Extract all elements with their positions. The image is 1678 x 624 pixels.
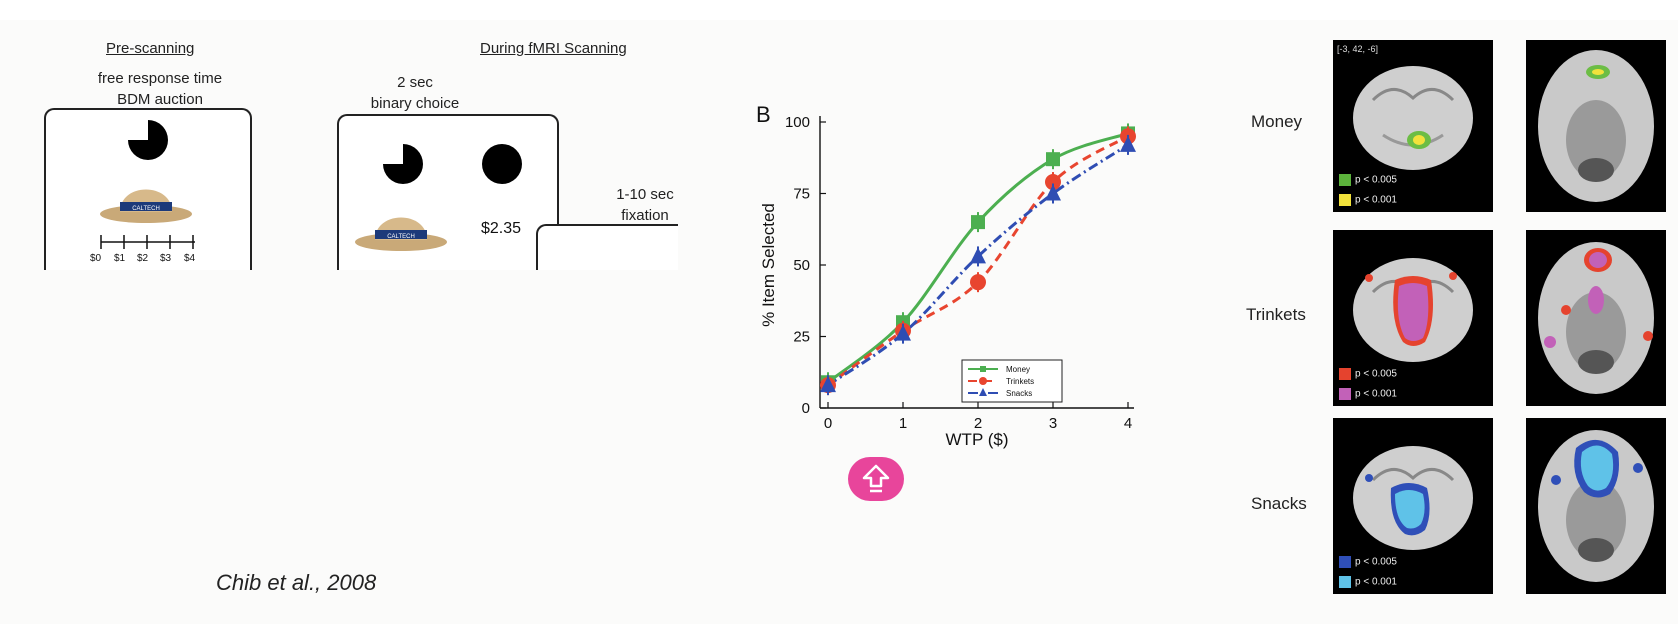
fmri-line-2: binary choice xyxy=(370,95,460,112)
data-point-trinkets xyxy=(979,377,987,385)
timer-icon xyxy=(128,120,168,160)
data-point-money xyxy=(980,366,986,372)
up-arrow-icon xyxy=(862,464,890,493)
brain-image xyxy=(1353,258,1473,362)
hat-icon: CALTECH xyxy=(100,189,192,223)
x-tick-label: 3 xyxy=(1049,415,1057,432)
fmri-header: During fMRI Scanning xyxy=(480,40,627,57)
scale-label: $0 xyxy=(90,253,102,264)
y-tick-label: 25 xyxy=(793,329,810,346)
legend-label: Money xyxy=(1006,365,1030,374)
data-point-snacks xyxy=(1120,135,1136,152)
coronal-slice-money: [-3, 42, -6] p < 0.005 p < 0.001 xyxy=(1333,40,1493,212)
axial-slice-trinkets xyxy=(1526,230,1666,406)
hat-band-text: CALTECH xyxy=(132,206,160,212)
axial-slice-snacks xyxy=(1526,418,1666,594)
y-tick-label: 75 xyxy=(793,186,810,203)
choice-graphics: CALTECH xyxy=(355,144,522,251)
data-point-money xyxy=(1046,152,1060,167)
y-tick-label: 0 xyxy=(802,400,810,417)
pre-line-1: free response time xyxy=(97,70,223,87)
fixation-screen xyxy=(536,224,678,270)
hat-icon: CALTECH xyxy=(355,217,447,251)
price-label: $2.35 xyxy=(481,220,522,237)
series-line-snacks xyxy=(827,143,1129,387)
data-point-snacks xyxy=(1045,184,1061,201)
data-point-money xyxy=(971,215,985,230)
x-tick-label: 2 xyxy=(974,415,982,432)
scale-label: $1 xyxy=(114,253,126,264)
legend-label: Snacks xyxy=(1006,389,1032,398)
scale-label: $4 xyxy=(184,253,196,264)
pre-scanning-graphics: CALTECH xyxy=(100,120,195,249)
scale-label: $2 xyxy=(137,253,149,264)
pre-scanning-header: Pre-scanning xyxy=(106,40,195,57)
legend-p005: p < 0.005 xyxy=(1339,368,1397,380)
choice-curve-chart: 0 25 50 75 100 0 1 2 3 4 WTP ($) % Item Selected B Mo… xyxy=(756,102,1136,449)
data-point-trinkets xyxy=(970,274,986,291)
top-bar xyxy=(0,0,1678,20)
data-point-snacks xyxy=(820,376,836,393)
circle-icon xyxy=(482,144,522,184)
legend-p001: p < 0.001 xyxy=(1339,576,1397,588)
hat-band-text: CALTECH xyxy=(387,234,415,240)
fixation-line-1: 1-10 sec xyxy=(616,186,674,203)
pre-scanning-screen: CALTECH $0 $1 $2 $3 $4 xyxy=(44,108,252,270)
row-label-trinkets: Trinkets xyxy=(1246,305,1306,324)
data-point-snacks xyxy=(970,247,986,264)
x-tick-label: 1 xyxy=(899,415,907,432)
coords-label: [-3, 42, -6] xyxy=(1337,44,1379,54)
legend-label: Trinkets xyxy=(1006,377,1034,386)
data-point-snacks xyxy=(979,388,987,396)
brain-image xyxy=(1538,242,1654,394)
fmri-line-1: 2 sec xyxy=(397,74,433,91)
data-point-trinkets xyxy=(1045,174,1061,191)
pre-line-2: BDM auction xyxy=(117,91,203,108)
x-tick-label: 0 xyxy=(824,415,832,432)
brain-image xyxy=(1353,446,1473,550)
coronal-slice-trinkets: p < 0.005 p < 0.001 xyxy=(1333,230,1493,406)
choice-screen: CALTECH $2.35 xyxy=(337,114,559,270)
row-label-money: Money xyxy=(1251,112,1303,131)
scale-label: $3 xyxy=(160,253,172,264)
scroll-up-button[interactable] xyxy=(848,457,904,501)
legend-p001: p < 0.001 xyxy=(1339,194,1397,206)
row-label-snacks: Snacks xyxy=(1251,494,1307,513)
panel-letter: B xyxy=(756,102,771,127)
legend-p005: p < 0.005 xyxy=(1339,174,1397,186)
brain-image xyxy=(1538,50,1654,202)
y-tick-label: 50 xyxy=(793,257,810,274)
fixation-line-2: fixation xyxy=(621,207,669,224)
chart-panel: 0 25 50 75 100 0 1 2 3 4 WTP ($) % Item Selected B Mo… xyxy=(740,100,1160,490)
citation: Chib et al., 2008 xyxy=(216,570,377,595)
bid-scale xyxy=(100,235,195,249)
y-axis-label: % Item Selected xyxy=(759,203,778,327)
y-tick-label: 100 xyxy=(785,114,810,131)
x-tick-label: 4 xyxy=(1124,415,1132,432)
brain-image xyxy=(1353,66,1473,170)
data-point-snacks xyxy=(895,324,911,341)
x-axis-label: WTP ($) xyxy=(946,430,1009,449)
coronal-slice-snacks: p < 0.005 p < 0.001 xyxy=(1333,418,1493,594)
axial-slice-money xyxy=(1526,40,1666,212)
timer-icon xyxy=(383,144,423,184)
legend-box xyxy=(961,359,1063,403)
legend-p001: p < 0.001 xyxy=(1339,388,1397,400)
legend-p005: p < 0.005 xyxy=(1339,556,1397,568)
brain-image xyxy=(1538,430,1654,582)
